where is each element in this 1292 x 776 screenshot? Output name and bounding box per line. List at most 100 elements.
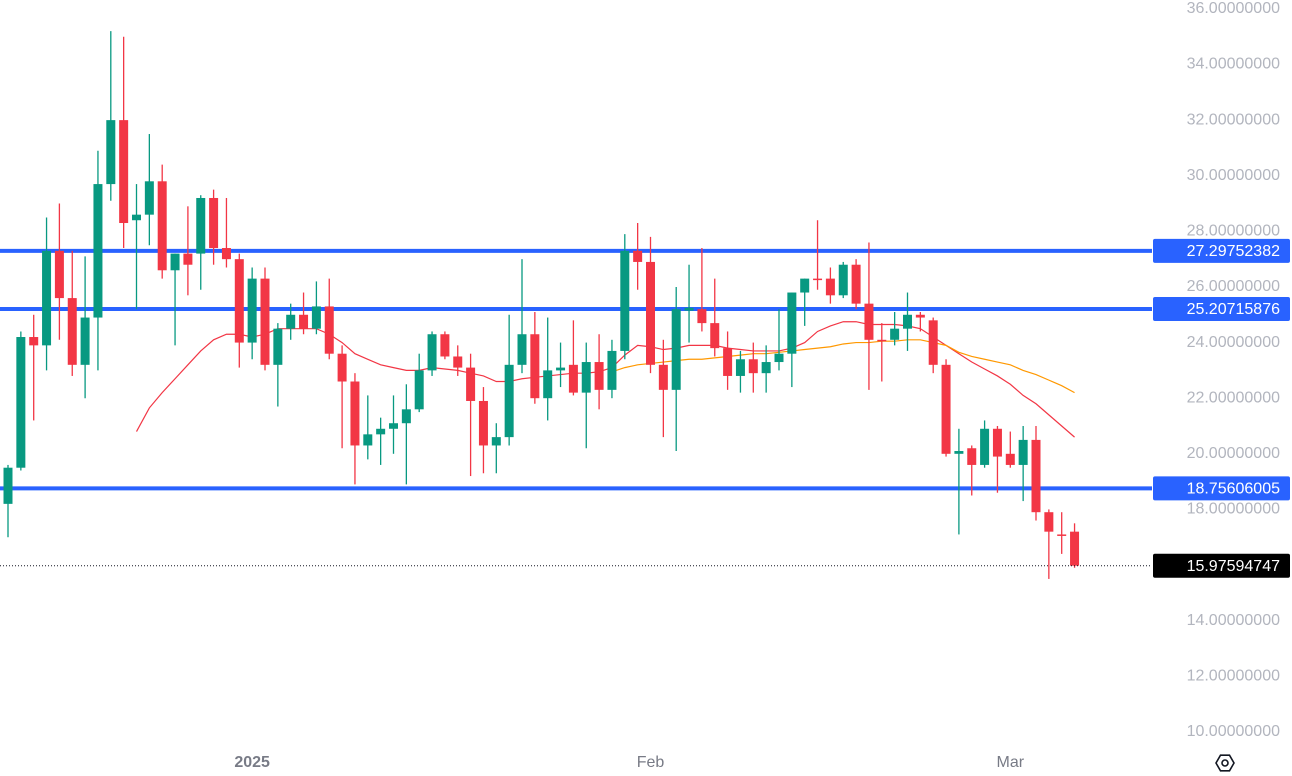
candle-body [697, 309, 707, 324]
candle-body [209, 197, 219, 249]
candle-body [247, 278, 257, 343]
candle-body [157, 181, 167, 271]
candle-body [311, 306, 321, 329]
candle-body [607, 350, 617, 390]
candle-body [337, 353, 347, 382]
candle-body [389, 423, 398, 429]
candle-body [941, 364, 951, 454]
candle-body [1044, 512, 1054, 532]
candle-body [980, 428, 990, 465]
level-label: 18.75606005 [1187, 481, 1281, 498]
candle-body [671, 309, 681, 390]
candle-body [16, 337, 26, 468]
candle-body [260, 278, 270, 365]
candle-body [363, 434, 373, 446]
level-label-box [1153, 238, 1290, 263]
x-tick-label: Feb [637, 754, 665, 771]
candle-body [67, 298, 77, 365]
candle-body [594, 362, 604, 390]
candle-body [466, 367, 476, 401]
candle-body [568, 364, 578, 393]
candle-body [787, 292, 797, 354]
candle-body [928, 320, 938, 365]
candle-body [144, 181, 154, 215]
candle-body [170, 253, 180, 271]
candle-body [286, 314, 296, 329]
candle-body [93, 184, 103, 318]
candle-body [350, 381, 360, 446]
candle-body [915, 314, 925, 318]
candle-body [543, 370, 553, 399]
x-tick-label: 2025 [234, 754, 270, 771]
candle-body [761, 362, 771, 374]
y-tick-label: 26.00000000 [1187, 278, 1281, 295]
candle-body [710, 323, 720, 349]
candle-body [800, 278, 810, 293]
y-tick-label: 32.00000000 [1187, 111, 1281, 128]
candle-body [992, 428, 1002, 457]
last-price-label: 15.97594747 [1187, 558, 1281, 575]
y-tick-label: 12.00000000 [1187, 667, 1281, 684]
y-tick-label: 22.00000000 [1187, 389, 1281, 406]
candle-body [196, 197, 206, 254]
settings-icon[interactable] [1215, 754, 1235, 772]
candle-body [376, 428, 386, 435]
y-tick-label: 18.00000000 [1187, 501, 1281, 518]
candle-body [453, 356, 463, 368]
y-tick-label: 36.00000000 [1187, 0, 1281, 17]
candle-body [504, 364, 514, 438]
candle-body [620, 250, 630, 351]
moving-average [611, 339, 1075, 394]
level-label: 25.20715876 [1187, 301, 1281, 318]
candle-body [633, 250, 643, 262]
candle-body [183, 253, 193, 265]
settings-dot [1221, 759, 1229, 767]
candle-body [401, 409, 411, 424]
level-label-box [1153, 297, 1290, 322]
y-tick-label: 28.00000000 [1187, 223, 1281, 240]
candle-body [556, 367, 566, 371]
candle-body [1005, 453, 1015, 465]
y-tick-label: 14.00000000 [1187, 612, 1281, 629]
candle-body [273, 328, 283, 365]
x-tick-label: Mar [997, 754, 1025, 771]
candle-body [299, 314, 309, 329]
candle-body [864, 303, 874, 340]
settings-hexagon [1215, 754, 1235, 772]
candle-body [324, 306, 334, 354]
candle-body [530, 334, 540, 399]
candle-body [478, 400, 488, 446]
candle-body [825, 278, 835, 296]
last-price-box [1153, 553, 1290, 578]
candle-body [658, 364, 668, 390]
candle-body [954, 451, 964, 454]
candle-body [42, 250, 52, 346]
candle-body [427, 334, 437, 371]
y-tick-label: 34.00000000 [1187, 56, 1281, 73]
candle-body [903, 314, 912, 329]
candle-body [54, 250, 64, 299]
candle-body [1057, 534, 1067, 536]
candle-body [440, 334, 450, 357]
candle-body [106, 120, 116, 185]
candle-body [1018, 439, 1028, 465]
candle-body [29, 337, 39, 346]
y-tick-label: 24.00000000 [1187, 334, 1281, 351]
candle-body [684, 307, 694, 311]
candle-body [234, 259, 244, 343]
candle-body [517, 334, 527, 365]
candle-body [890, 328, 900, 340]
candle-body [491, 437, 501, 446]
axis-labels: 10.0000000012.0000000014.0000000016.0000… [234, 0, 1290, 771]
candle-body [119, 120, 129, 224]
candle-body [838, 264, 848, 296]
candle-body [774, 353, 784, 363]
candle-body [132, 214, 141, 221]
level-label: 27.29752382 [1187, 243, 1281, 260]
candle-body [1031, 439, 1041, 513]
y-tick-label: 20.00000000 [1187, 445, 1281, 462]
candle-body [80, 317, 90, 365]
candle-body [735, 359, 745, 376]
